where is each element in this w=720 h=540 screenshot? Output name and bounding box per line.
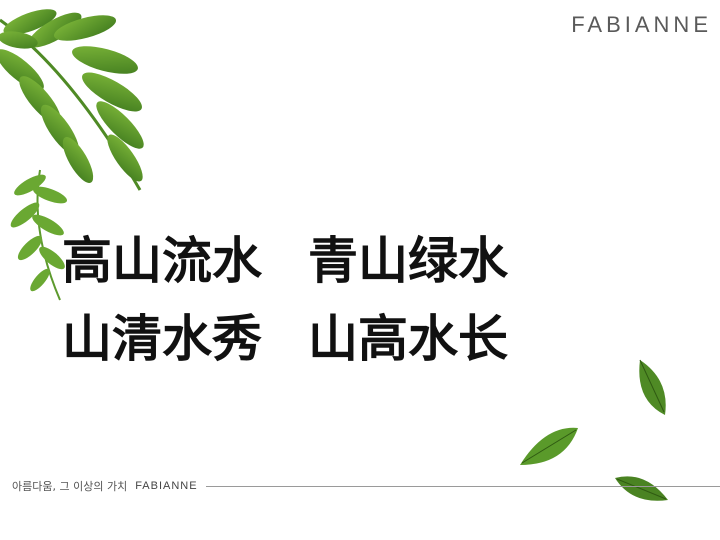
idiom-row-1: 高山流水 青山绿水 (62, 222, 508, 300)
idiom-text: 高山流水 (62, 232, 262, 290)
idiom-row-2: 山清水秀 山高水长 (62, 300, 508, 378)
footer-divider (205, 485, 720, 487)
idiom-grid: 高山流水 青山绿水 山清水秀 山高水长 (62, 222, 508, 378)
idiom-text: 山高水长 (308, 310, 508, 368)
footer-tagline: 아름다움, 그 이상의 가치 (12, 480, 128, 493)
brand-logo: FABIANNE (571, 12, 712, 37)
idiom-text: 青山绿水 (308, 232, 508, 290)
footer-brand: FABIANNE (135, 480, 198, 492)
idiom-text: 山清水秀 (62, 310, 262, 368)
footer: 아름다움, 그 이상의 가치 FABIANNE (12, 478, 720, 494)
